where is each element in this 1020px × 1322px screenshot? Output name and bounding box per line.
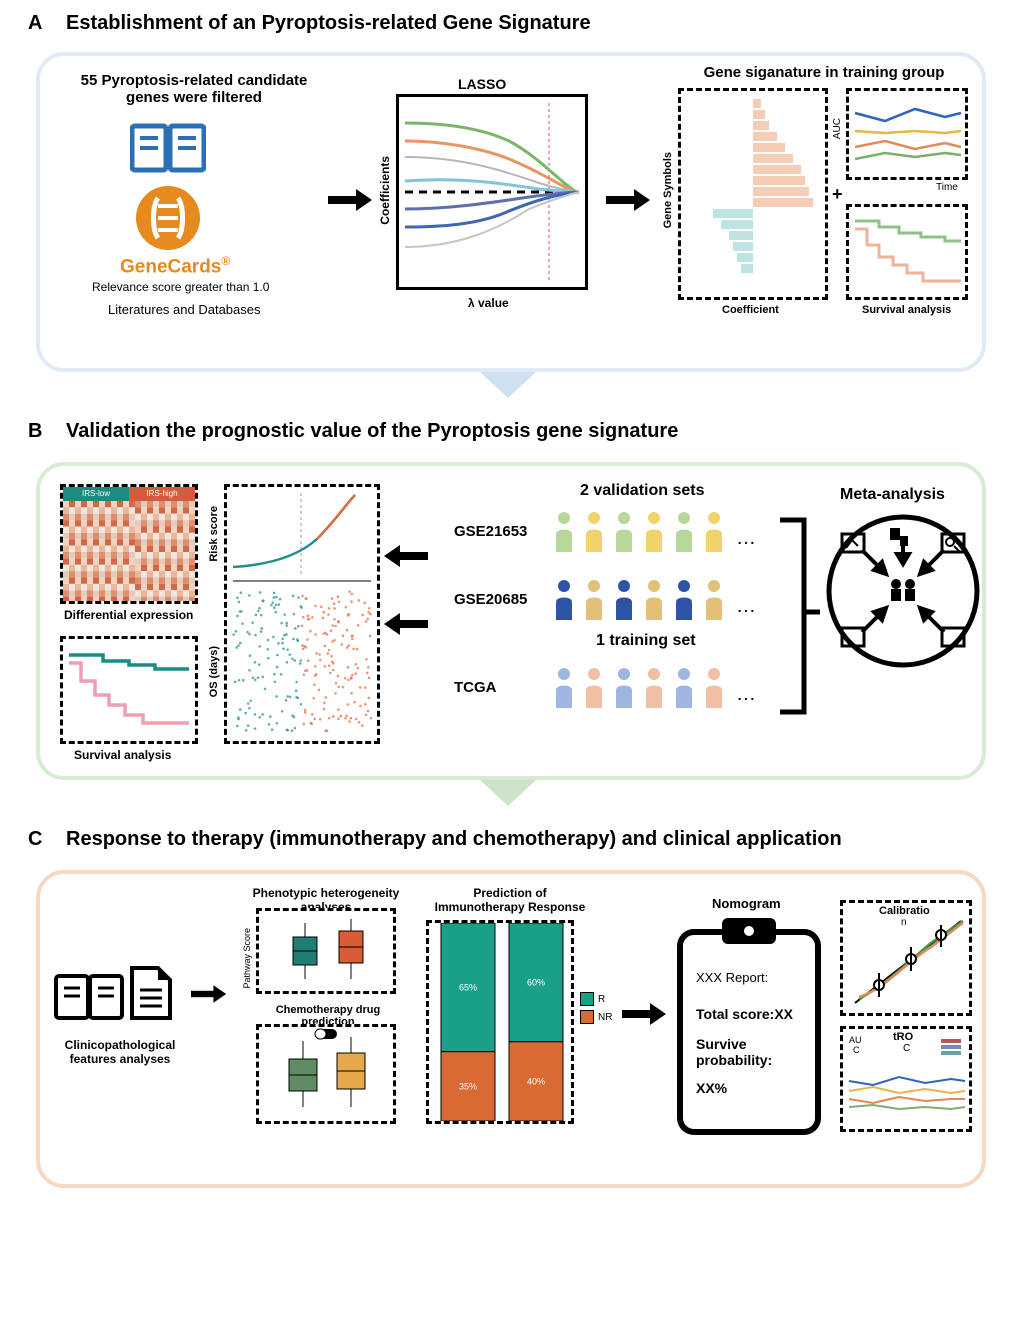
arrow-icon	[622, 1010, 652, 1018]
dataset-name: GSE20685	[454, 591, 550, 608]
lasso-chart	[396, 94, 588, 290]
panel-b-label: B	[28, 420, 42, 443]
genecards-r: ®	[221, 254, 230, 268]
clinico-label: Clinicopathological features analyses	[50, 1038, 190, 1066]
relevance-caption: Relevance score greater than 1.0	[92, 280, 269, 294]
sources-caption: Literatures and Databases	[108, 302, 260, 317]
lasso-xlabel: λ value	[468, 296, 509, 310]
phenotype-boxplot	[256, 908, 396, 994]
dataset-row: GSE20685…	[454, 578, 756, 620]
svg-text:40%: 40%	[527, 1076, 545, 1086]
validation-title: 2 validation sets	[580, 482, 705, 500]
svg-text:60%: 60%	[527, 977, 545, 987]
book-icon	[54, 970, 124, 1029]
troc-chart: tRO C AU C	[840, 1026, 972, 1132]
survival-label-a: Survival analysis	[862, 304, 951, 316]
immuno-legend: R NR	[580, 992, 612, 1024]
panel-a-label: A	[28, 12, 42, 35]
os-ylabel: OS (days)	[208, 646, 220, 697]
panel-b-title: Validation the prognostic value of the P…	[66, 420, 678, 443]
plus-icon: +	[832, 184, 843, 205]
clipboard-icon	[674, 914, 824, 1149]
chemo-boxplot	[256, 1024, 396, 1124]
meta-title: Meta-analysis	[840, 486, 945, 504]
arrow-down-icon	[480, 780, 536, 806]
genecards-icon	[134, 184, 202, 257]
panel-a-title: Establishment of an Pyroptosis-related G…	[66, 12, 591, 35]
survival-chart-a	[846, 204, 968, 300]
panel-a: 55 Pyroptosis-related candidate genes we…	[36, 52, 986, 372]
panel-c-title: Response to therapy (immunotherapy and c…	[66, 828, 842, 851]
riskscore-ylabel: Risk score	[208, 506, 220, 562]
immuno-title: Prediction of Immunotherapy Response	[430, 886, 590, 914]
km-label: Survival analysis	[74, 748, 171, 762]
svg-text:65%: 65%	[459, 982, 477, 992]
lasso-title: LASSO	[458, 76, 506, 92]
genecards-text: GeneCards	[120, 256, 221, 277]
risk-scatter	[224, 484, 380, 744]
arrow-icon	[398, 620, 428, 628]
meta-icon	[824, 512, 982, 675]
dataset-name: GSE21653	[454, 523, 550, 540]
arrow-icon	[398, 552, 428, 560]
heatmap-header-high: IRS-high	[129, 487, 195, 501]
nomogram-report: XXX Report:	[696, 970, 768, 985]
calibration-chart: Calibratio n	[840, 900, 972, 1016]
arrow-icon	[328, 196, 358, 204]
legend-nr: NR	[598, 1012, 612, 1023]
auc-chart	[846, 88, 968, 180]
arrow-icon	[191, 991, 215, 997]
panel-a-right-heading: Gene siganature in training group	[684, 64, 964, 81]
immuno-stackbar: 65% 35% 60% 40%	[426, 920, 574, 1124]
training-title: 1 training set	[596, 632, 696, 650]
legend-r: R	[598, 994, 605, 1005]
auc-ylabel: AUC	[832, 118, 843, 139]
bracket-icon	[776, 512, 826, 722]
svg-text:35%: 35%	[459, 1081, 477, 1091]
nomogram-title: Nomogram	[712, 896, 781, 911]
coef-xlabel: Coefficient	[722, 304, 779, 316]
heatmap: IRS-low IRS-high	[60, 484, 198, 604]
coef-chart	[678, 88, 828, 300]
km-chart	[60, 636, 198, 744]
heatmap-header-low: IRS-low	[63, 487, 129, 501]
panel-b: IRS-low IRS-high Differential expression…	[36, 462, 986, 780]
panel-c-label: C	[28, 828, 42, 851]
auc-xlabel: Time	[936, 182, 958, 193]
nomogram-total: Total score:XX	[696, 1006, 793, 1022]
book-icon	[130, 120, 206, 181]
panel-a-left-heading: 55 Pyroptosis-related candidate genes we…	[64, 72, 324, 106]
arrow-down-icon	[480, 372, 536, 398]
coef-ylabel: Gene Symbols	[662, 152, 674, 228]
dataset-name: TCGA	[454, 679, 550, 696]
heatmap-label: Differential expression	[64, 608, 193, 622]
arrow-icon	[606, 196, 636, 204]
document-icon	[128, 964, 174, 1027]
lasso-ylabel: Coefficients	[378, 156, 392, 225]
genecards-label: GeneCards®	[120, 254, 230, 278]
nomogram-surv-value: XX%	[696, 1080, 727, 1096]
nomogram-surv-label: Survive probability:	[696, 1036, 806, 1068]
panel-c: Clinicopathological features analyses Ph…	[36, 870, 986, 1188]
phenotype-ylabel: Pathway Score	[242, 928, 252, 989]
dataset-row: TCGA…	[454, 666, 756, 708]
dataset-row: GSE21653…	[454, 510, 756, 552]
